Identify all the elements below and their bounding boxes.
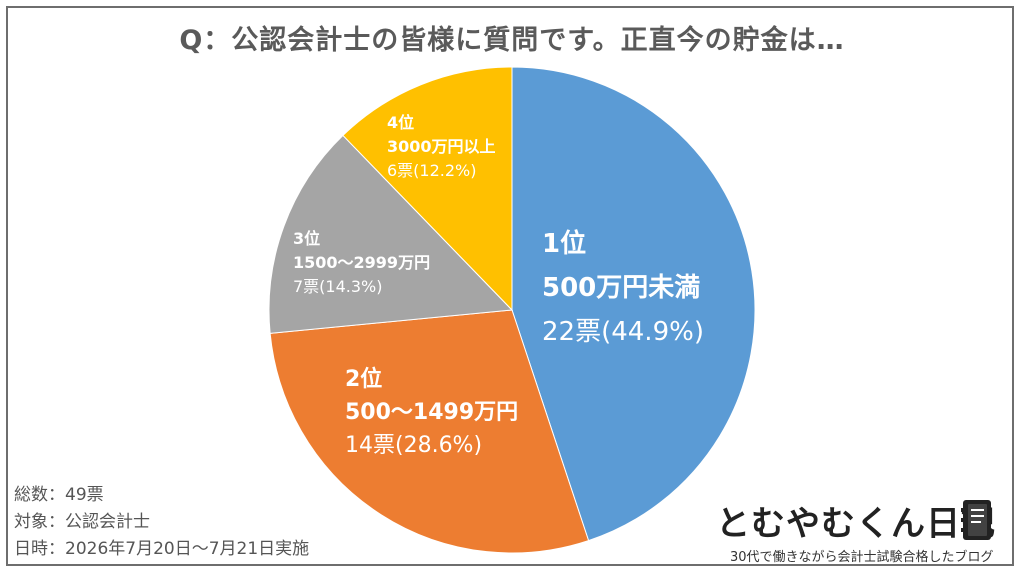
chart-title: Q：公認会計士の皆様に質問です。正直今の貯金は… <box>179 25 845 56</box>
pie-slice-1 <box>511 66 756 542</box>
slice-votes-1: 22票(44.9%) <box>542 317 704 347</box>
slice-rank-3: 3位 <box>293 229 320 248</box>
notebook-icon <box>961 500 991 540</box>
survey-target: 対象：公認会計士 <box>14 512 150 532</box>
survey-date: 日時：2026年7月20日～7月21日実施 <box>14 539 310 559</box>
pie-slice-4 <box>342 66 513 312</box>
brand-name: とむやむくん日記 <box>716 504 996 544</box>
slice-category-4: 3000万円以上 <box>387 137 496 156</box>
slice-votes-3: 7票(14.3%) <box>293 277 383 296</box>
slice-rank-4: 4位 <box>387 113 414 132</box>
slice-category-3: 1500～2999万円 <box>293 253 430 272</box>
brand-tagline: 30代で働きながら会計士試験合格したブログ <box>730 550 994 565</box>
brand-logo: とむやむくん日記 30代で働きながら会計士試験合格したブログ <box>716 496 1006 568</box>
total-votes: 総数：49票 <box>14 485 104 505</box>
pie-slice-3 <box>268 134 514 334</box>
slice-category-2: 500～1499万円 <box>345 400 518 425</box>
slice-category-1: 500万円未満 <box>542 273 700 303</box>
slice-votes-4: 6票(12.2%) <box>387 161 477 180</box>
pie-slice-2 <box>269 309 590 554</box>
slice-rank-1: 1位 <box>542 228 586 259</box>
slice-votes-2: 14票(28.6%) <box>345 433 482 458</box>
survey-info: 総数：49票 対象：公認会計士 日時：2026年7月20日～7月21日実施 <box>14 482 309 563</box>
slice-rank-2: 2位 <box>345 366 382 392</box>
